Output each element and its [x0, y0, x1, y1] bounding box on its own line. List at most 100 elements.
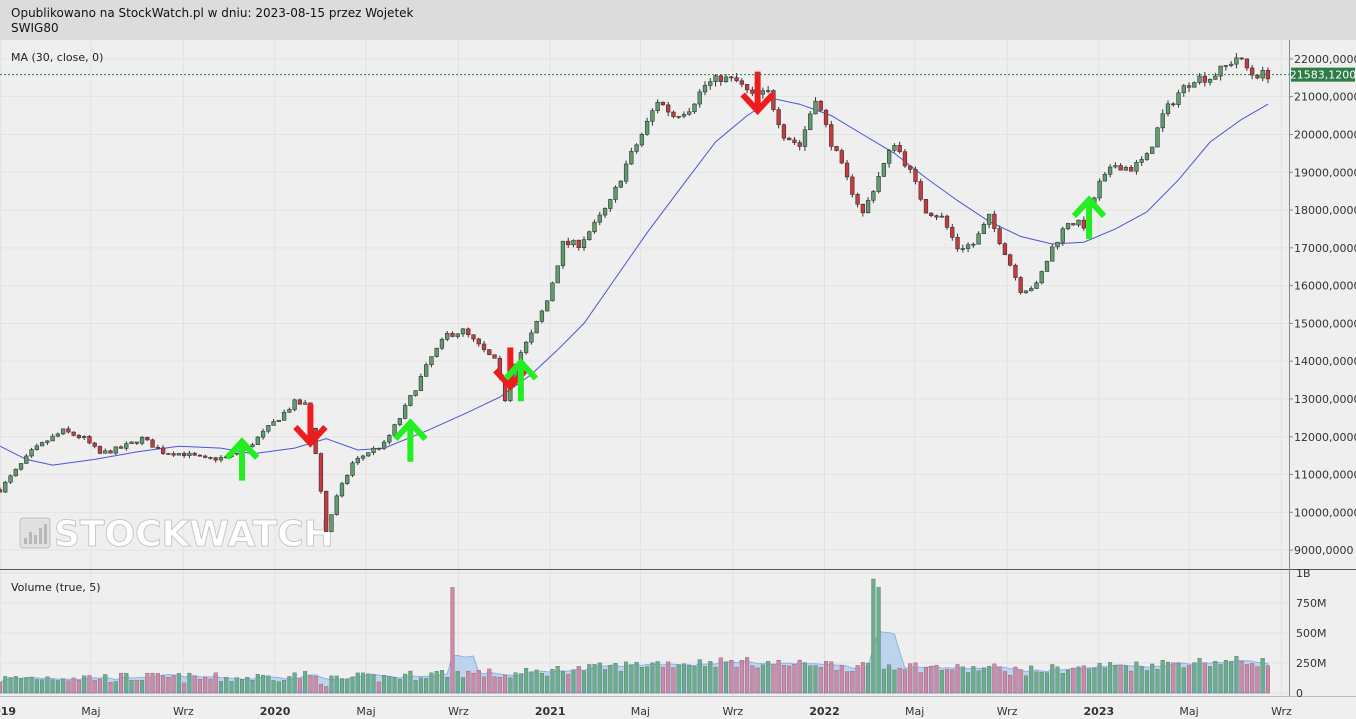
- logo-bar: [39, 528, 42, 544]
- candle-body: [955, 237, 960, 250]
- price-tick-label: 19000,0000: [1294, 166, 1356, 179]
- price-tick-label: 17000,0000: [1294, 242, 1356, 255]
- volume-bar: [918, 672, 923, 694]
- candle-body: [629, 151, 634, 165]
- candle-body: [1144, 153, 1150, 160]
- volume-bar: [350, 676, 355, 694]
- candle-body: [418, 376, 424, 391]
- volume-bar: [476, 670, 481, 694]
- candle-body: [303, 402, 308, 405]
- last-price-marker: 21583,1200: [0, 67, 1356, 82]
- candle-body: [581, 239, 587, 248]
- candle-body: [960, 248, 965, 250]
- candle-body: [203, 455, 208, 458]
- volume-bar: [8, 677, 13, 694]
- candle-body: [692, 103, 697, 113]
- candle-body: [623, 163, 629, 182]
- candle-body: [797, 142, 802, 147]
- candle-body: [424, 364, 429, 377]
- price-chart[interactable]: STOCKWATCH 9000,0000 10000,0000 11000,0000…: [0, 40, 1356, 719]
- volume-bar: [1223, 660, 1228, 694]
- candle-body: [192, 452, 197, 456]
- volume-bar: [692, 666, 697, 694]
- volume-bar: [808, 665, 813, 694]
- volume-bar: [355, 672, 360, 694]
- volume-bar: [466, 671, 471, 694]
- volume-bar: [0, 682, 2, 694]
- volume-bar: [608, 665, 613, 694]
- time-tick-label: Wrz: [173, 705, 194, 718]
- volume-bar: [361, 672, 366, 694]
- volume-bar: [329, 675, 334, 694]
- buy-arrow-icon: [503, 357, 539, 402]
- candle-body: [1239, 57, 1244, 60]
- price-tick-label: 11000,0000: [1294, 469, 1356, 482]
- logo-bar: [29, 532, 32, 544]
- volume-tick-label: 0: [1296, 687, 1303, 700]
- candle-body: [413, 390, 418, 396]
- volume-bar: [660, 667, 665, 694]
- last-price-value: 21583,1200: [1290, 69, 1356, 82]
- time-tick-label: Wrz: [997, 705, 1018, 718]
- candle-body: [271, 421, 276, 426]
- candle-body: [1097, 180, 1102, 199]
- candle-body: [276, 419, 281, 422]
- candle-body: [634, 144, 639, 152]
- buy-arrow-shape: [503, 357, 539, 402]
- candle-body: [965, 244, 971, 249]
- candle-body: [1044, 260, 1050, 272]
- volume-bar: [613, 663, 618, 694]
- price-tick-label: 13000,0000: [1294, 393, 1356, 406]
- volume-bar: [913, 662, 918, 694]
- volume-bar: [802, 662, 807, 694]
- volume-bar: [297, 678, 302, 694]
- candle-body: [865, 199, 871, 214]
- volume-bar: [250, 680, 255, 694]
- volume-bar: [1250, 663, 1255, 694]
- volume-bar: [671, 667, 676, 694]
- volume-bar: [718, 657, 723, 694]
- candle-body: [534, 321, 539, 334]
- volume-bar: [145, 673, 150, 694]
- candle-body: [618, 180, 623, 188]
- candle-body: [360, 455, 366, 459]
- candle-body: [66, 428, 71, 433]
- volume-bar: [50, 679, 55, 694]
- logo-bar: [24, 538, 27, 544]
- volume-bar: [339, 678, 344, 694]
- candle-body: [392, 424, 397, 436]
- volume-bar: [892, 669, 897, 694]
- volume-bar: [213, 672, 218, 694]
- candle-body: [892, 145, 897, 151]
- candle-body: [818, 100, 823, 111]
- volume-bar: [1187, 665, 1192, 694]
- volume-bar: [624, 661, 629, 694]
- volume-bar: [1097, 662, 1102, 694]
- candle-body: [8, 475, 13, 483]
- candle-body: [387, 434, 392, 443]
- candle-body: [750, 89, 755, 94]
- candle-body: [166, 453, 171, 455]
- candle-body: [218, 457, 224, 461]
- candle-body: [76, 435, 82, 438]
- candle-body: [1055, 241, 1060, 248]
- candle-body: [823, 109, 829, 125]
- volume-bar: [255, 674, 260, 694]
- volume-bar: [324, 686, 329, 694]
- candle-body: [171, 453, 176, 456]
- volume-bar: [218, 681, 223, 694]
- candle-body: [350, 462, 355, 476]
- volume-bar: [902, 669, 907, 694]
- volume-bar: [1218, 664, 1223, 694]
- candle-body: [281, 411, 287, 421]
- time-tick-label: 2020: [260, 705, 291, 718]
- candle-body: [539, 310, 545, 322]
- candle-body: [1034, 282, 1039, 289]
- signal-arrows: [224, 71, 1107, 481]
- candle-body: [1228, 63, 1234, 66]
- volume-bar: [13, 676, 18, 694]
- volume-bar: [234, 677, 239, 694]
- candle-body: [1023, 290, 1029, 293]
- volume-bar: [308, 675, 313, 694]
- volume-bar: [1239, 661, 1244, 694]
